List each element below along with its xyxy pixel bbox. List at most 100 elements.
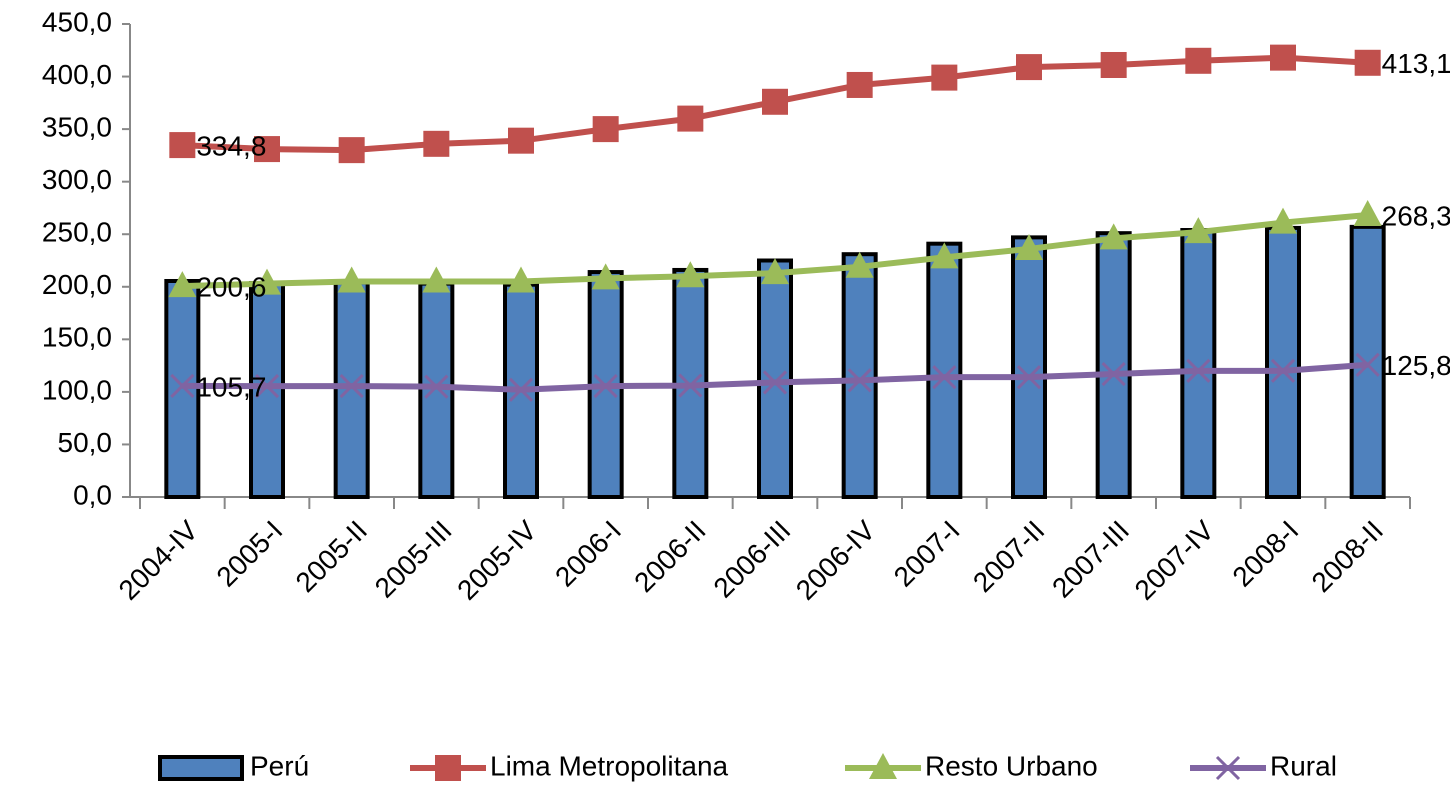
- x-tick-label: 2007-I: [888, 515, 966, 593]
- marker: [592, 116, 619, 143]
- marker: [932, 365, 957, 390]
- bar: [1180, 228, 1217, 499]
- marker: [1016, 365, 1042, 390]
- x-tick-label: 2005-I: [210, 515, 288, 593]
- x-tick-label: 2005-III: [369, 515, 458, 604]
- bar: [926, 241, 963, 499]
- marker: [591, 263, 620, 290]
- marker: [508, 127, 534, 154]
- marker: [931, 64, 958, 91]
- legend-label: Rural: [1270, 750, 1337, 781]
- data-label: 125,8: [1382, 350, 1450, 381]
- marker: [254, 374, 280, 399]
- marker: [508, 377, 534, 402]
- marker: [846, 71, 873, 98]
- y-tick-label: 150,0: [42, 322, 112, 353]
- marker: [169, 132, 196, 159]
- bar: [418, 281, 455, 499]
- marker: [254, 136, 280, 163]
- y-tick-label: 50,0: [58, 427, 113, 458]
- y-tick-label: 0,0: [73, 479, 112, 510]
- marker: [253, 268, 281, 295]
- marker: [1185, 47, 1212, 74]
- x-tick-label: 2006-III: [707, 515, 796, 604]
- bar: [1265, 225, 1301, 499]
- marker: [507, 266, 535, 293]
- marker: [168, 271, 197, 298]
- marker: [1353, 199, 1382, 226]
- legend-label: Lima Metropolitana: [490, 750, 729, 781]
- bar: [1095, 231, 1132, 499]
- marker: [676, 261, 705, 288]
- y-tick-label: 450,0: [42, 6, 112, 37]
- marker: [1269, 207, 1297, 234]
- marker: [424, 374, 449, 399]
- y-tick-label: 400,0: [42, 59, 112, 90]
- marker: [762, 370, 788, 395]
- marker: [593, 374, 618, 399]
- marker: [423, 130, 450, 157]
- marker: [761, 258, 789, 285]
- legend-entry: Rural: [1190, 750, 1337, 781]
- marker: [762, 88, 788, 115]
- marker: [338, 137, 365, 164]
- x-tick-label: 2007-II: [967, 515, 1051, 599]
- marker: [1354, 49, 1381, 76]
- marker: [1270, 44, 1296, 71]
- legend-entry: Perú: [158, 750, 309, 781]
- x-tick-label: 2008-II: [1306, 515, 1390, 599]
- legend-label: Perú: [250, 750, 309, 781]
- legend-entry: Resto Urbano: [845, 750, 1098, 781]
- x-tick-label: 2006-II: [628, 515, 712, 599]
- data-label: 200,6: [196, 272, 266, 303]
- x-tick-label: 2007-III: [1046, 515, 1135, 604]
- marker: [930, 242, 959, 269]
- marker: [1101, 361, 1126, 387]
- x-tick-label: 2005-IV: [451, 514, 542, 605]
- x-tick-label: 2008-I: [1226, 515, 1304, 593]
- data-label: 268,3: [1382, 200, 1450, 231]
- x-tick-label: 2006-I: [549, 515, 627, 593]
- bar: [757, 258, 793, 499]
- marker: [170, 373, 195, 398]
- bar: [841, 252, 878, 499]
- legend-swatch: [158, 755, 244, 781]
- legend-label: Resto Urbano: [925, 750, 1098, 781]
- marker: [339, 374, 364, 399]
- marker: [869, 753, 897, 779]
- marker: [1099, 223, 1128, 250]
- legend-entry: Lima Metropolitana: [410, 750, 729, 781]
- x-tick-label: 2004-IV: [113, 514, 204, 605]
- y-tick-label: 200,0: [42, 269, 112, 300]
- data-label: 334,8: [196, 130, 266, 161]
- x-tick-label: 2006-IV: [790, 514, 881, 605]
- marker: [422, 266, 451, 293]
- marker: [1355, 352, 1380, 377]
- bar: [333, 280, 370, 499]
- marker: [1270, 358, 1296, 383]
- marker: [435, 755, 461, 781]
- marker: [677, 105, 704, 132]
- marker: [1184, 217, 1213, 244]
- marker: [337, 266, 366, 293]
- marker: [845, 251, 874, 278]
- bar: [164, 278, 201, 499]
- marker: [1016, 54, 1042, 81]
- y-tick-label: 350,0: [42, 112, 112, 143]
- marker: [1015, 233, 1043, 260]
- bar: [249, 280, 285, 499]
- x-tick-label: 2005-II: [290, 515, 374, 599]
- marker: [1186, 358, 1211, 383]
- marker: [678, 373, 703, 398]
- data-label: 105,7: [196, 371, 266, 402]
- data-label: 413,1: [1382, 48, 1450, 79]
- y-tick-label: 300,0: [42, 164, 112, 195]
- y-tick-label: 100,0: [42, 374, 112, 405]
- y-tick-label: 250,0: [42, 217, 112, 248]
- bar: [1349, 224, 1386, 499]
- x-tick-label: 2007-IV: [1129, 514, 1220, 605]
- marker: [1215, 755, 1241, 781]
- marker: [1100, 51, 1127, 78]
- marker: [847, 368, 872, 393]
